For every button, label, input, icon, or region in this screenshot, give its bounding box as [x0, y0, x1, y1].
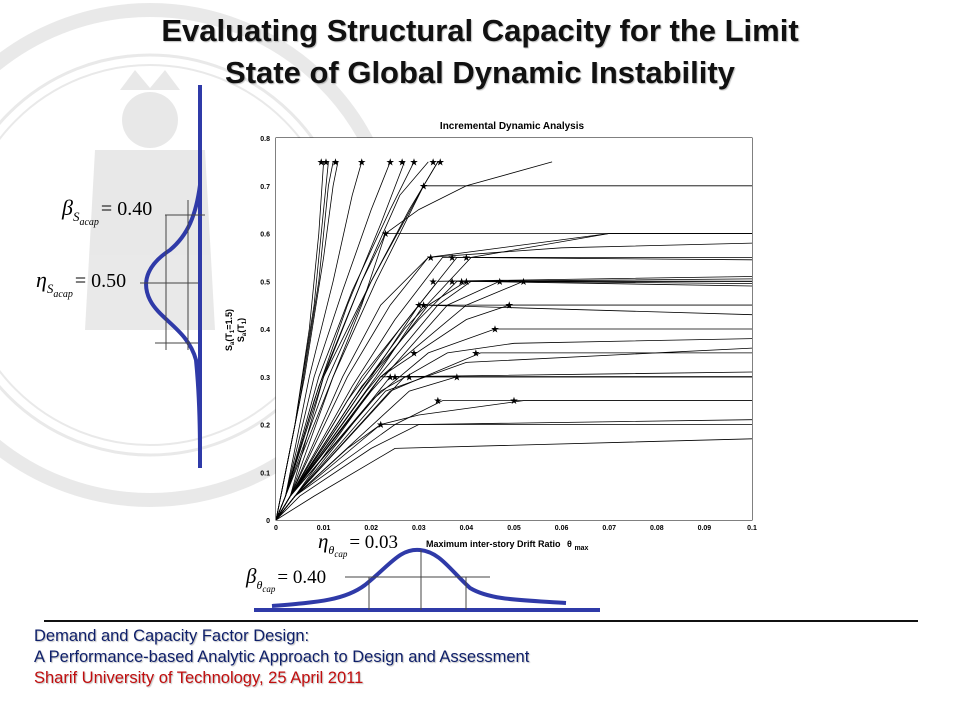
y-tick-label-4: 0.4 [260, 327, 270, 334]
slide-title-line1: Evaluating Structural Capacity for the L… [161, 13, 799, 48]
y-tick-label-6: 0.6 [260, 232, 270, 239]
slide-title: Evaluating Structural Capacity for the L… [60, 10, 900, 94]
beta-theta-cap-label: βθcap= 0.40 [245, 564, 326, 594]
x-tick-label-4: 0.04 [460, 525, 474, 532]
collapse-marker-23: ★ [490, 325, 499, 336]
footer-line-3: Sharif University of Technology, 25 Apri… [34, 669, 364, 687]
footer: Demand and Capacity Factor Design: A Per… [34, 626, 529, 689]
collapse-marker-25: ★ [471, 348, 480, 359]
collapse-marker-18: ★ [495, 277, 504, 288]
collapse-marker-26: ★ [386, 372, 395, 383]
collapse-marker-17: ★ [462, 277, 471, 288]
eta-theta-cap-label: ηθcap= 0.03 [318, 529, 398, 559]
y-tick-label-7: 0.7 [260, 184, 270, 191]
svg-text:Sa(T1=1.5): Sa(T1=1.5) [224, 309, 236, 351]
collapse-marker-2: ★ [331, 157, 340, 168]
x-axis-label-symbol-sub: max [574, 545, 588, 552]
x-tick-label-6: 0.06 [555, 525, 569, 532]
collapse-marker-21: ★ [419, 301, 428, 312]
x-tick-label-3: 0.03 [412, 525, 426, 532]
theta-capacity-distribution [254, 547, 600, 612]
x-tick-label-5: 0.05 [507, 525, 521, 532]
collapse-marker-19: ★ [519, 277, 528, 288]
collapse-marker-16: ★ [457, 277, 466, 288]
collapse-marker-24: ★ [410, 348, 419, 359]
marker-layer: ★★ ★ ★ ★ ★ ★ ★★★★★ ★ ★★ ★ ★★ ★ ★★★ ★★★ ★★★ ★ ★★ ★★ [317, 157, 528, 431]
collapse-marker-9: ★ [419, 181, 428, 192]
y-tick-label-0: 0 [266, 518, 270, 525]
collapse-marker-30: ★ [433, 396, 442, 407]
collapse-marker-22: ★ [505, 301, 514, 312]
collapse-marker-6: ★ [410, 157, 419, 168]
ida-curve-38 [275, 424, 752, 521]
x-tick-label-2: 0.02 [364, 525, 378, 532]
collapse-marker-7: ★ [429, 157, 438, 168]
collapse-marker-3: ★ [357, 157, 366, 168]
collapse-marker-10: ★ [381, 229, 390, 240]
ida-curve-10 [275, 161, 553, 521]
x-tick-label-0: 0 [274, 525, 278, 532]
footer-line-2: A Performance-based Analytic Approach to… [34, 648, 530, 666]
collapse-marker-4: ★ [386, 157, 395, 168]
slide-title-line2: State of Global Dynamic Instability [225, 55, 735, 90]
y-tick-label-8: 0.8 [260, 136, 270, 143]
collapse-marker-29: ★ [452, 372, 461, 383]
ida-curve-40 [275, 438, 753, 521]
collapse-marker-13: ★ [462, 253, 471, 264]
svg-text:Sa(T1): Sa(T1) [236, 318, 248, 342]
x-tick-label-9: 0.09 [698, 525, 712, 532]
y-tick-label-2: 0.2 [260, 423, 270, 430]
eta-sa-cap-label: ηSacap= 0.50 [36, 267, 126, 300]
series-layer [275, 161, 753, 521]
tick-layer: 0 0.01 0.02 0.03 0.04 0.05 0.06 0.07 0.08 0.09 0.1… [260, 136, 757, 532]
collapse-marker-27: ★ [391, 372, 400, 383]
ida-curve-13 [275, 233, 752, 521]
y-tick-label-1: 0.1 [260, 470, 270, 477]
collapse-marker-15: ★ [448, 277, 457, 288]
ida-curve-29 [275, 338, 753, 521]
ida-curve-39 [275, 419, 753, 521]
x-tick-label-1: 0.01 [317, 525, 331, 532]
collapse-marker-20: ★ [414, 301, 423, 312]
collapse-marker-32: ★ [376, 420, 385, 431]
ida-curve-3 [275, 161, 339, 521]
sa-capacity-distribution [140, 85, 205, 468]
footer-line-1: Demand and Capacity Factor Design: [34, 627, 310, 645]
x-tick-label-10: 0.1 [747, 525, 757, 532]
sa-lognormal-curve [144, 184, 202, 456]
theta-lognormal-curve [271, 547, 567, 608]
collapse-marker-12: ★ [448, 253, 457, 264]
beta-sa-cap-label: βSacap= 0.40 [61, 195, 152, 228]
collapse-marker-1: ★ [321, 157, 330, 168]
y-tick-label-5: 0.5 [260, 279, 270, 286]
y-axis-label: Sa(T1=1.5) Sa(T1) [224, 309, 248, 351]
collapse-marker-28: ★ [405, 372, 414, 383]
x-axis-label-text: Maximum inter-story Drift Ratio [426, 539, 561, 549]
footer-divider [44, 620, 918, 622]
collapse-marker-14: ★ [429, 277, 438, 288]
collapse-marker-8: ★ [436, 157, 445, 168]
x-tick-label-7: 0.07 [602, 525, 616, 532]
y-tick-label-3: 0.3 [260, 375, 270, 382]
collapse-marker-0: ★ [317, 157, 326, 168]
x-axis-label-symbol: θ [567, 539, 572, 549]
x-axis-label: Maximum inter-story Drift Ratio θ max [426, 539, 589, 552]
collapse-marker-5: ★ [398, 157, 407, 168]
x-tick-label-8: 0.08 [650, 525, 664, 532]
chart-title: Incremental Dynamic Analysis [440, 121, 585, 132]
collapse-marker-31: ★ [510, 396, 519, 407]
collapse-marker-11: ★ [426, 253, 435, 264]
